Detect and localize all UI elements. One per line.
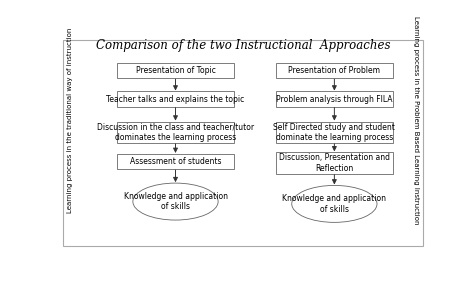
Text: Discussion, Presentation and
Reflection: Discussion, Presentation and Reflection: [279, 153, 390, 173]
FancyBboxPatch shape: [276, 152, 392, 174]
Text: Knowledge and application
of skills: Knowledge and application of skills: [283, 194, 386, 214]
Text: Problem analysis through FILA: Problem analysis through FILA: [276, 95, 392, 104]
FancyBboxPatch shape: [118, 121, 234, 143]
Text: Teacher talks and explains the topic: Teacher talks and explains the topic: [106, 95, 245, 104]
FancyBboxPatch shape: [276, 121, 392, 143]
Text: Self Directed study and student
dominate the learning process: Self Directed study and student dominate…: [273, 123, 395, 142]
Text: Comparison of the two Instructional  Approaches: Comparison of the two Instructional Appr…: [96, 39, 390, 52]
Text: Discussion in the class and teacher/tutor
dominates the learning process: Discussion in the class and teacher/tuto…: [97, 123, 254, 142]
Ellipse shape: [292, 185, 377, 222]
Text: Knowledge and application
of skills: Knowledge and application of skills: [124, 192, 228, 211]
Text: Presentation of Problem: Presentation of Problem: [288, 66, 380, 75]
FancyBboxPatch shape: [118, 154, 234, 169]
Text: Learning process in the Problem Based Learning Instruction: Learning process in the Problem Based Le…: [413, 17, 419, 225]
Ellipse shape: [133, 183, 218, 220]
Text: Presentation of Topic: Presentation of Topic: [136, 66, 216, 75]
FancyBboxPatch shape: [118, 92, 234, 107]
Text: Assessment of students: Assessment of students: [130, 157, 221, 166]
Text: Learning process in the traditional way of instruction: Learning process in the traditional way …: [67, 28, 73, 213]
FancyBboxPatch shape: [118, 63, 234, 78]
FancyBboxPatch shape: [276, 92, 392, 107]
FancyBboxPatch shape: [276, 63, 392, 78]
